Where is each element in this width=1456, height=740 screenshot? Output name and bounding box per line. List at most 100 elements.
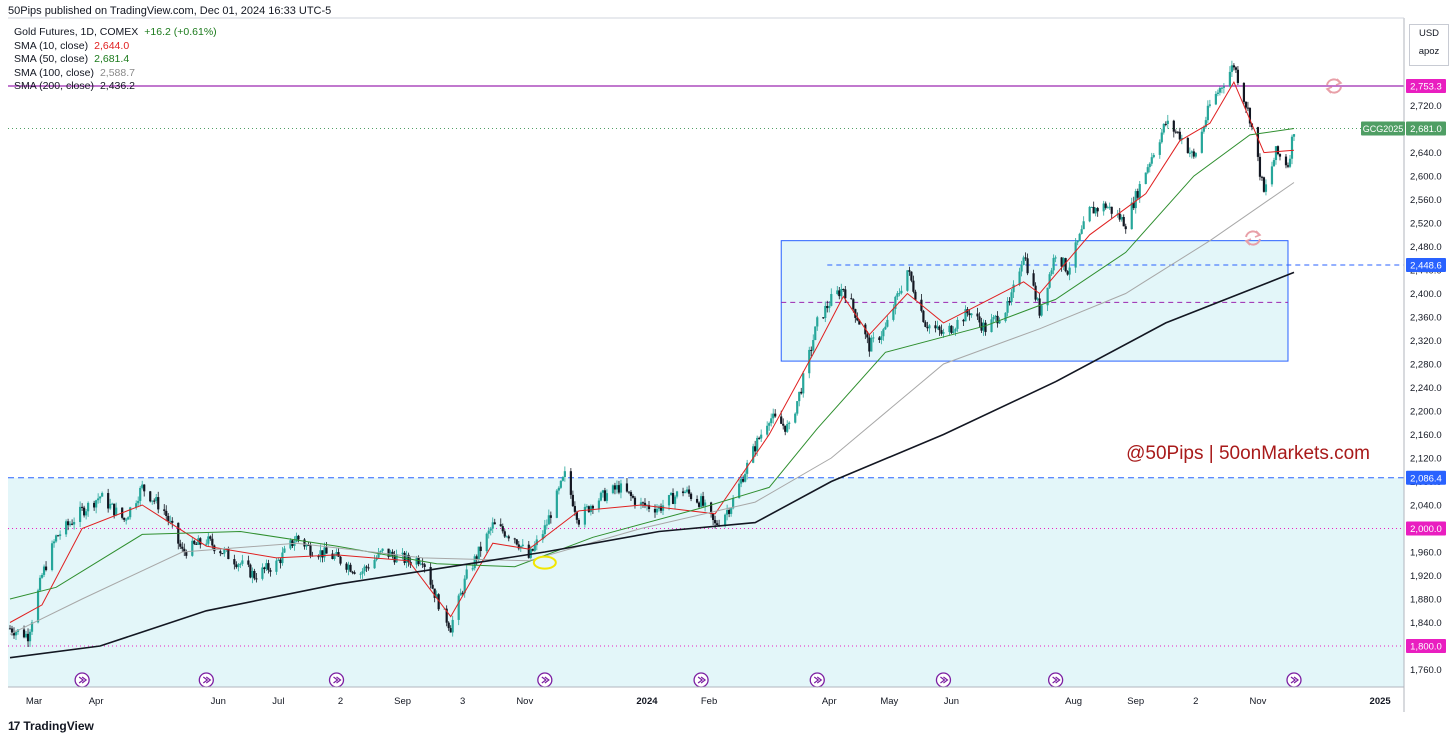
candle-body [79,506,82,522]
candle-body [8,628,12,630]
candle-body [1064,258,1067,272]
candle-body [1122,216,1125,227]
candle-body [882,329,885,337]
x-tick-label: Sep [394,696,411,707]
candle-body [1026,258,1029,274]
candle-body [477,546,480,560]
candle-body [533,545,536,551]
candle-body [275,560,278,572]
candle-body [952,331,955,333]
symbol-title[interactable]: Gold Futures, 1D, COMEX [14,26,139,38]
candle-body [167,515,170,522]
candle-body [40,574,44,578]
currency-label[interactable]: USD [1418,28,1440,39]
candle-body [1172,120,1175,132]
candle-body [1222,86,1225,88]
candle-body [549,515,552,518]
candle-body [191,540,194,556]
candle-body [633,497,637,505]
candle-body [183,548,186,552]
candle-body [770,418,773,424]
scale-mode-label[interactable]: apoz [1418,46,1440,57]
candle-body [681,491,685,494]
candle-body [760,434,763,439]
axis-settings[interactable]: USD apoz [1409,24,1449,66]
candle-body [984,322,987,333]
marker-arrows [1052,676,1061,684]
candle-body [347,564,350,570]
candle-body [303,539,306,547]
candle-body [1292,134,1296,137]
y-tick-label: 1,880.0 [1410,595,1442,606]
candle-body [339,556,342,564]
candle-body [585,506,588,508]
candle-body [850,298,853,300]
legend-sma-200: SMA (200, close) 2,436.2 [14,80,135,92]
candle-body [485,533,488,552]
event-marker-icon [74,672,90,688]
x-tick-label: Nov [1249,696,1266,707]
candle-body [1158,142,1161,155]
candle-body [435,594,438,598]
candle-body [738,483,741,499]
support-zone [8,477,1404,687]
candle-body [936,326,939,329]
candle-body [786,423,789,432]
candle-body [1092,206,1095,214]
candle-body [505,536,508,538]
candle-body [772,413,775,419]
candle-body [970,313,973,316]
candle-body [387,548,390,557]
tradingview-footer: 17 TradingView [8,719,94,733]
candle-body [349,564,352,572]
candle-body [391,551,394,556]
candle-body [149,491,152,502]
candle-body [746,462,749,474]
candle-body [575,511,578,520]
candle-body [493,522,496,525]
marker-arrows [1290,676,1299,684]
candle-body [491,522,494,529]
candle-body [671,493,675,504]
candle-body [1236,69,1240,83]
candle-body [1276,146,1280,155]
candle-body [838,290,841,297]
chart-legend: Gold Futures, 1D, COMEX +16.2 (+0.61%) S… [14,26,217,94]
candle-body [611,485,615,494]
candle-body [1270,166,1274,185]
candle-body [221,553,224,555]
candle-body [99,496,102,499]
sma-line-50 [9,128,1295,600]
x-tick-label: Jun [211,696,226,707]
candle-body [603,490,607,501]
candle-body [613,485,617,490]
refresh-arrow-top [1335,78,1343,86]
candle-body [908,270,911,272]
candle-body [856,317,859,321]
x-tick-label: 2 [1193,696,1198,707]
candle-body [962,319,965,322]
candle-body [826,305,829,309]
candle-body [617,485,621,493]
candle-body [994,315,997,318]
candle-body [816,317,819,327]
candle-body [643,502,647,506]
candle-body [489,528,492,531]
candle-body [1118,213,1121,220]
candle-body [709,502,713,514]
candle-body [319,550,322,558]
price-tag-label: 1,800.0 [1410,642,1442,653]
candle-body [367,567,370,569]
candle-body [810,349,813,351]
candle-body [830,293,833,306]
candle-body [1164,123,1167,125]
refresh-arrow-top [1254,230,1262,238]
x-tick-label: Aug [1065,696,1082,707]
candle-body [619,483,623,493]
y-tick-label: 1,840.0 [1410,618,1442,629]
candle-body [1018,271,1021,285]
candle-body [265,563,268,570]
candle-body [471,568,474,570]
candle-body [251,570,254,578]
